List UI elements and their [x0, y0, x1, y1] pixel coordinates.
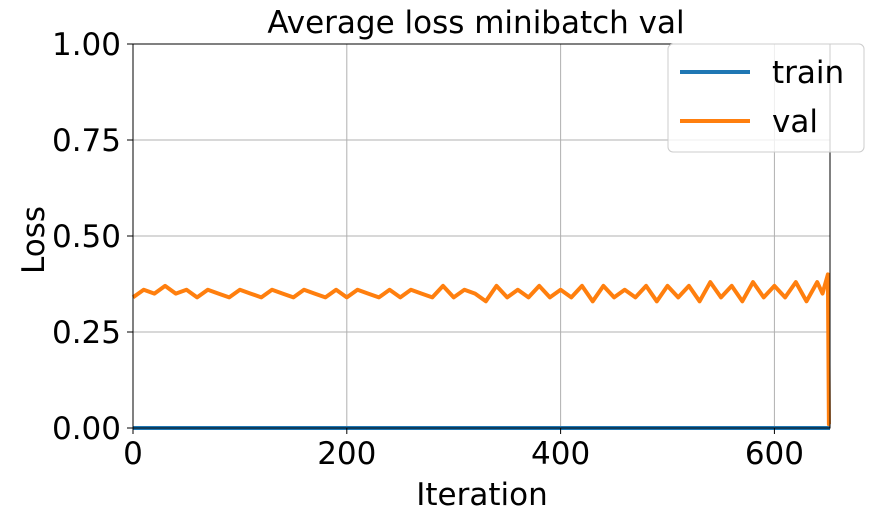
legend: train val — [667, 43, 865, 153]
legend-label-val: val — [772, 104, 818, 140]
x-tick-label: 600 — [745, 436, 804, 472]
x-axis-label: Iteration — [416, 477, 548, 513]
tick-marks — [127, 43, 775, 434]
series-lines — [131, 272, 831, 430]
y-tick-label: 1.00 — [52, 27, 121, 63]
series-line-val — [131, 272, 831, 427]
x-tick-label: 400 — [531, 436, 590, 472]
y-axis-label: Loss — [16, 206, 52, 274]
legend-label-train: train — [772, 55, 844, 91]
x-tick-label: 0 — [123, 436, 143, 472]
y-tick-label: 0.50 — [52, 219, 121, 255]
chart-title: Average loss minibatch val — [267, 5, 684, 41]
x-tick-label: 200 — [317, 436, 376, 472]
y-tick-label: 0.25 — [52, 315, 121, 351]
y-tick-label: 0.75 — [52, 123, 121, 159]
y-tick-label: 0.00 — [52, 411, 121, 447]
